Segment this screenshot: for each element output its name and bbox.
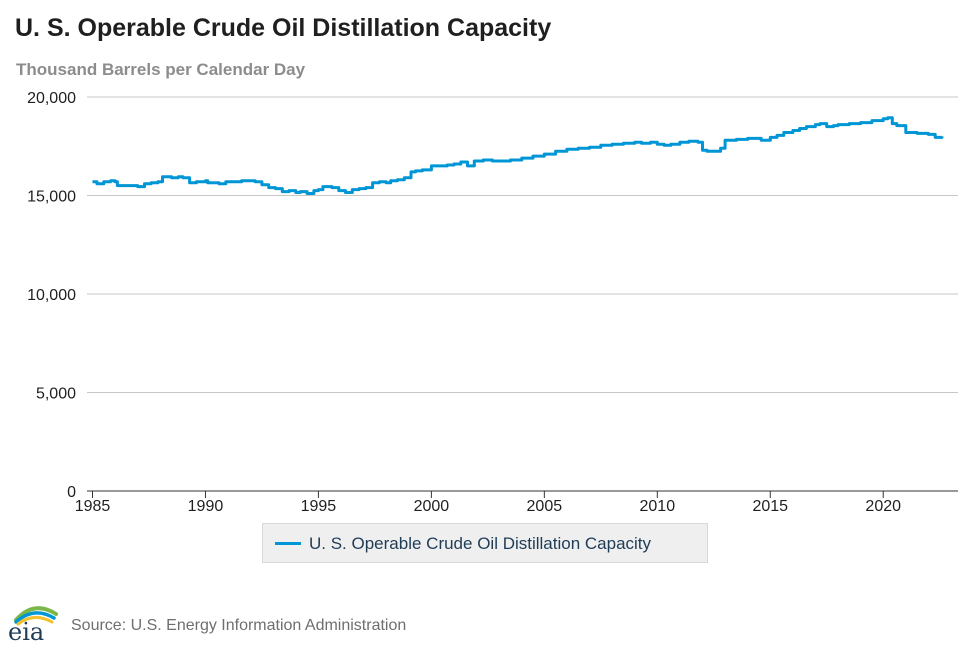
eia-logo: eia (8, 606, 58, 642)
x-tick-label: 2015 (752, 498, 788, 515)
x-tick-label: 2005 (527, 498, 563, 515)
series-layer (92, 116, 944, 195)
y-tick-label: 10,000 (27, 287, 76, 304)
y-tick-label: 0 (67, 484, 76, 501)
legend: U. S. Operable Crude Oil Distillation Ca… (262, 523, 708, 563)
x-tick-label: 2000 (414, 498, 450, 515)
axis-layer: 0 5,000 10,000 15,000 20,000 1985 1990 1995 2000… (27, 90, 958, 515)
legend-label[interactable]: U. S. Operable Crude Oil Distillation Ca… (309, 534, 652, 553)
series-line[interactable] (92, 116, 944, 195)
grid-layer (87, 96, 958, 393)
x-tick-label: 1990 (188, 498, 224, 515)
chart-subtitle: Thousand Barrels per Calendar Day (16, 60, 306, 79)
logo-arc-green (14, 606, 58, 622)
chart-title: U. S. Operable Crude Oil Distillation Ca… (15, 14, 552, 42)
x-tick-label: 2020 (865, 498, 901, 515)
logo-text: eia (8, 618, 44, 642)
x-tick-label: 1985 (75, 498, 111, 515)
logo-arc-yellow (16, 616, 54, 626)
y-tick-label: 5,000 (36, 386, 76, 403)
y-tick-label: 20,000 (27, 90, 76, 107)
logo-arc-blue (14, 611, 56, 624)
source-note: Source: U.S. Energy Information Administ… (71, 617, 407, 634)
y-tick-label: 15,000 (27, 189, 76, 206)
legend-swatch (275, 542, 301, 545)
x-tick-label: 2010 (640, 498, 676, 515)
x-tick-label: 1995 (301, 498, 337, 515)
